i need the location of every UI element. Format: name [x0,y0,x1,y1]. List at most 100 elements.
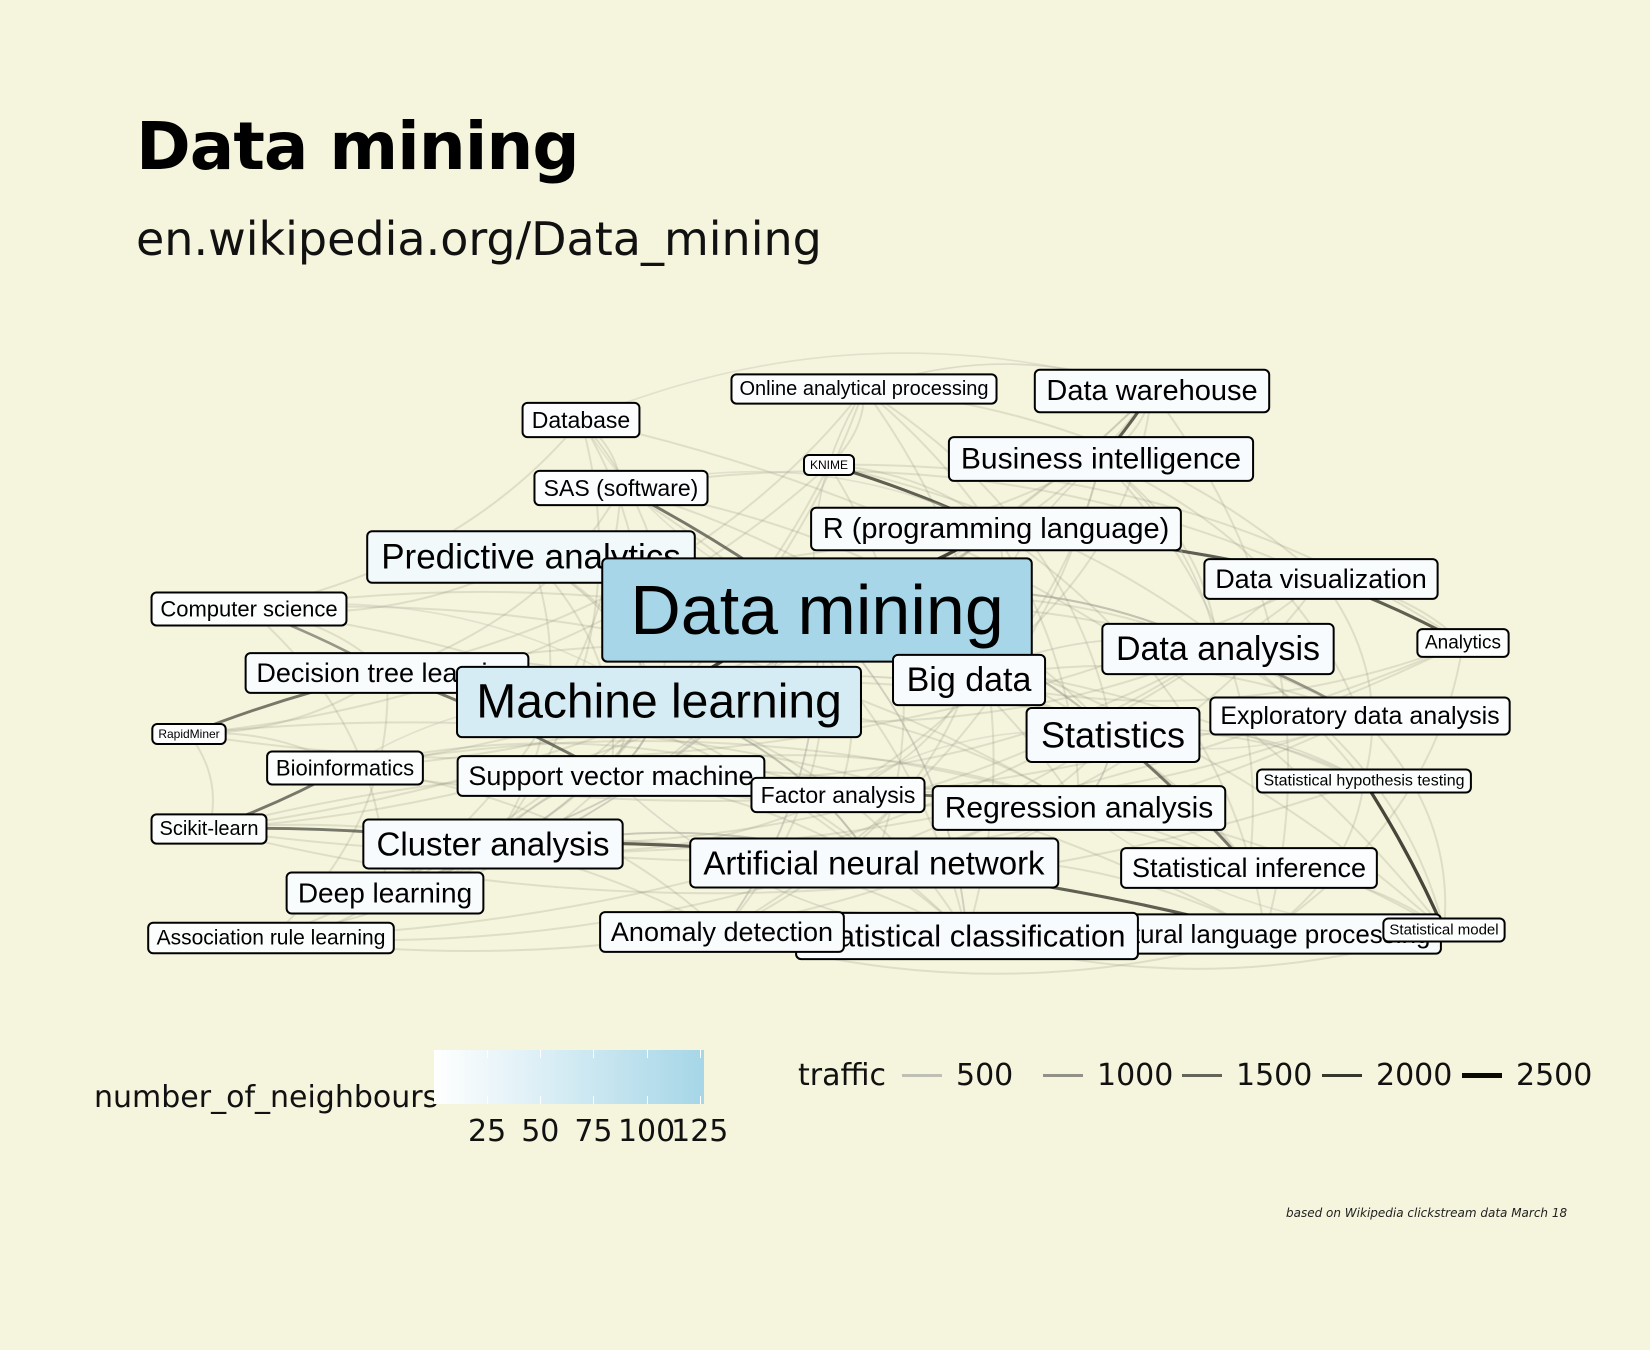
gradient-tick-label: 100 [617,1114,676,1149]
node-big-data[interactable]: Big data [892,653,1047,707]
node-box [947,436,1255,482]
node-label: Statistical inference [1132,853,1366,883]
traffic-legend-line [1182,1073,1222,1078]
node-statistical-hypothesis-testing[interactable]: Statistical hypothesis testing [1256,768,1472,794]
node-statistics[interactable]: Statistics [1025,707,1201,763]
traffic-legend-line [1043,1074,1083,1077]
node-box [1025,707,1201,763]
node-r-programming-language[interactable]: R (programming language) [810,506,1182,552]
traffic-legend-line [902,1074,942,1077]
node-regression-analysis[interactable]: Regression analysis [931,785,1227,831]
node-label: Data mining [630,571,1004,649]
node-statistical-inference[interactable]: Statistical inference [1120,847,1378,889]
node-association-rule-learning[interactable]: Association rule learning [147,921,395,955]
traffic-legend-label: 2500 [1516,1058,1593,1093]
node-deep-learning[interactable]: Deep learning [285,871,485,915]
node-label: Artificial neural network [703,845,1045,882]
traffic-legend-item: 500 [902,1058,1013,1093]
gradient-tick-bottom [540,1096,542,1104]
traffic-legend-item: 2500 [1462,1058,1592,1093]
gradient-tick-label: 75 [574,1114,613,1149]
node-label: Association rule learning [157,927,386,950]
traffic-legend-item: 1500 [1182,1058,1312,1093]
gradient-tick-bottom [699,1096,701,1104]
node-label: Machine learning [476,676,842,729]
node-box [802,454,856,476]
background-edge [580,419,1445,931]
node-business-intelligence[interactable]: Business intelligence [947,436,1255,482]
node-cluster-analysis[interactable]: Cluster analysis [362,818,624,870]
node-box [1120,847,1378,889]
node-box [362,818,624,870]
node-label: Business intelligence [961,443,1241,476]
node-label: Database [532,407,630,433]
node-label: Statistical classification [808,919,1125,954]
gradient-tick-bottom [593,1096,595,1104]
traffic-legend-line [1462,1073,1502,1078]
node-box [1382,917,1506,943]
background-edge [188,464,830,735]
legend-traffic-title: traffic [798,1058,886,1093]
node-box [266,750,424,786]
gradient-tick-label: 25 [468,1114,507,1149]
node-box [1256,768,1472,794]
node-box [689,837,1060,889]
node-label: Data warehouse [1046,375,1257,407]
node-label: Data visualization [1215,564,1427,594]
node-label: R (programming language) [823,513,1170,545]
node-label: Statistics [1041,715,1185,756]
node-sas-software[interactable]: SAS (software) [533,469,709,507]
edge-statistical_hypothesis_testing-statistical_model [1362,780,1446,931]
node-bioinformatics[interactable]: Bioinformatics [266,750,424,786]
node-label: Cluster analysis [377,826,610,863]
node-label: KNIME [810,458,848,472]
node-data-mining[interactable]: Data mining [601,557,1033,663]
node-online-analytical-processing[interactable]: Online analytical processing [730,373,998,405]
background-edge [1359,715,1447,931]
node-label: Regression analysis [945,792,1213,825]
node-statistical-classification[interactable]: Statistical classification [795,911,1139,961]
node-rapidminer[interactable]: RapidMiner [151,723,227,745]
legend-neighbours-title: number_of_neighbours [94,1080,439,1115]
node-scikit-learn[interactable]: Scikit-learn [150,813,268,845]
node-statistical-model[interactable]: Statistical model [1382,917,1506,943]
node-box [533,469,709,507]
node-machine-learning[interactable]: Machine learning [456,665,862,739]
node-box [892,653,1047,707]
node-knime[interactable]: KNIME [802,454,856,476]
node-data-warehouse[interactable]: Data warehouse [1033,368,1271,414]
node-anomaly-detection[interactable]: Anomaly detection [599,911,845,953]
node-exploratory-data-analysis[interactable]: Exploratory data analysis [1209,696,1511,736]
node-support-vector-machine[interactable]: Support vector machine [456,755,766,797]
legend-neighbours-gradient [434,1050,704,1104]
traffic-legend-line [1322,1073,1362,1078]
node-box [456,755,766,797]
node-box [599,911,845,953]
gradient-tick-label: 50 [521,1114,560,1149]
node-data-analysis[interactable]: Data analysis [1101,622,1335,676]
node-data-visualization[interactable]: Data visualization [1203,558,1439,600]
gradient-tick-label: 125 [671,1114,729,1149]
node-box [1101,622,1335,676]
node-label: Statistical model [1389,922,1498,939]
node-computer-science[interactable]: Computer science [150,591,348,627]
node-factor-analysis[interactable]: Factor analysis [750,776,926,814]
node-label: Support vector machine [468,761,753,791]
node-analytics[interactable]: Analytics [1416,628,1510,658]
source-caption: based on Wikipedia clickstream data Marc… [1286,1206,1568,1220]
node-label: Scikit-learn [160,818,259,840]
node-artificial-neural-network[interactable]: Artificial neural network [689,837,1060,889]
node-box [931,785,1227,831]
gradient-tick-top [540,1050,542,1058]
traffic-legend-label: 500 [956,1058,1014,1093]
traffic-legend-label: 1500 [1236,1058,1313,1093]
gradient-tick-bottom [487,1096,489,1104]
node-database[interactable]: Database [521,401,641,439]
node-box [1209,696,1511,736]
node-box [750,776,926,814]
background-edge [721,679,970,933]
gradient-tick-top [487,1050,489,1058]
node-layer: Online analytical processing Data warehou… [147,368,1511,961]
traffic-legend-label: 1000 [1097,1058,1174,1093]
node-label: Natural language processing [1100,919,1431,949]
